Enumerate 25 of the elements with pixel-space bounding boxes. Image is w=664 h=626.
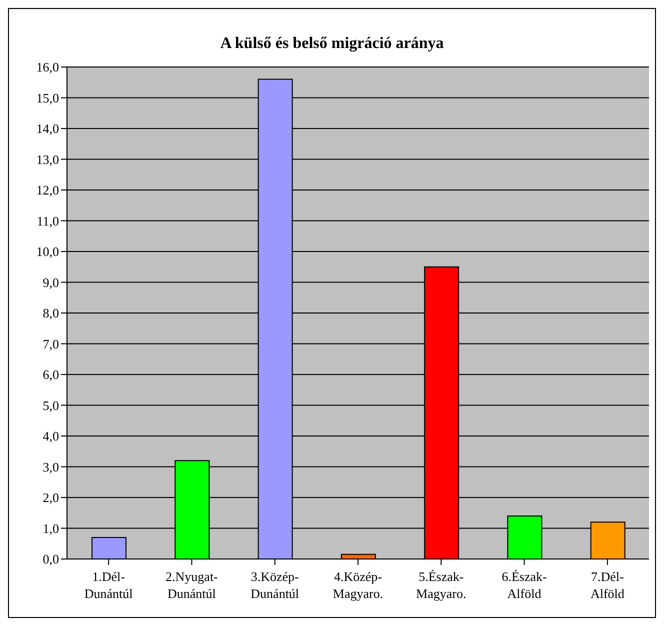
y-tick-label: 6,0 [42, 367, 59, 382]
x-tick-label: 5.Észak- Magyaro. [416, 569, 466, 601]
y-tick-label: 14,0 [36, 121, 59, 136]
x-tick-label: 7.Dél- Alföld [590, 569, 625, 601]
y-tick-label: 3,0 [42, 459, 59, 474]
y-tick-label: 7,0 [42, 336, 59, 352]
y-tick-label: 11,0 [36, 213, 59, 228]
y-tick-label: 2,0 [42, 490, 59, 506]
y-tick-label: 0,0 [42, 552, 59, 567]
x-tick-label: 3.Közép- Dunántúl [250, 569, 300, 601]
y-tick-label: 9,0 [42, 274, 59, 290]
x-tick-label: 6.Észak- Alföld [502, 569, 547, 601]
y-tick-label: 13,0 [36, 152, 59, 167]
y-tick-label: 12,0 [36, 182, 59, 198]
x-tick-label: 1.Dél- Dunántúl [84, 569, 134, 601]
x-tick-label: 4.Közép- Magyaro. [332, 569, 384, 601]
y-tick-label: 10,0 [36, 244, 59, 260]
chart-title: A külső és belső migráció aránya [219, 34, 445, 53]
y-tick-label: 5,0 [42, 398, 59, 413]
y-tick-label: 1,0 [42, 520, 59, 536]
y-tick-label: 4,0 [42, 428, 59, 444]
x-tick-label: 2.Nyugat- Dunántúl [166, 569, 218, 601]
y-tick-label: 15,0 [36, 90, 59, 106]
y-tick-label: 16,0 [36, 60, 59, 75]
y-tick-label: 8,0 [42, 306, 59, 321]
